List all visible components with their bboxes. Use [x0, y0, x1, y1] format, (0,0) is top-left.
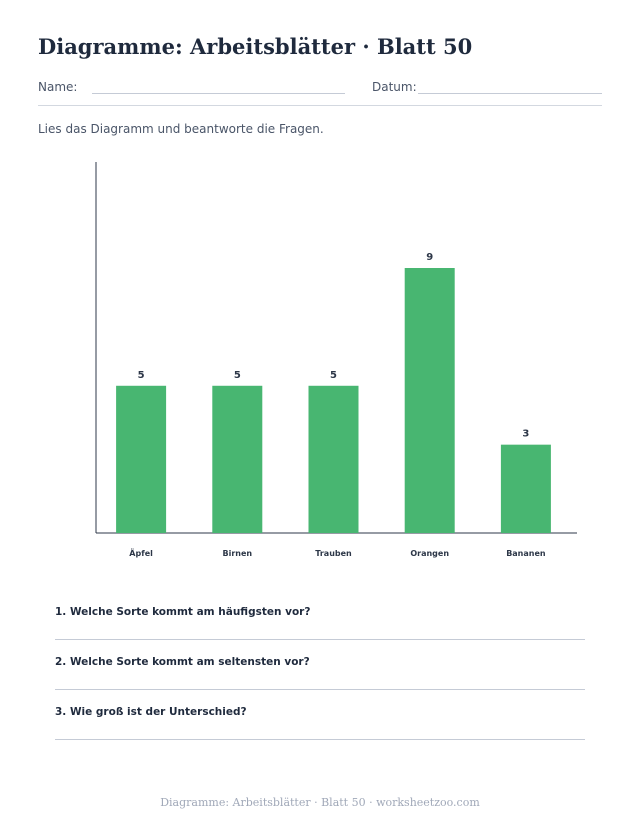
- category-label-1: Äpfel: [129, 548, 153, 558]
- bar-1: [116, 385, 167, 533]
- bar-2: [212, 385, 263, 533]
- name-date-row: Name: Datum:: [38, 80, 602, 100]
- bar-3: [308, 385, 359, 533]
- name-label: Name:: [38, 80, 78, 94]
- category-label-3: Trauben: [315, 549, 352, 558]
- question-3-text: 3. Wie groß ist der Unterschied?: [55, 706, 247, 718]
- worksheet-title: Diagramme: Arbeitsblätter · Blatt 50: [38, 34, 473, 59]
- bar-5: [500, 444, 551, 533]
- bar-value-label-4: 9: [426, 252, 433, 263]
- answer-line-3[interactable]: [55, 739, 585, 740]
- category-label-2: Birnen: [222, 549, 252, 558]
- answer-line-1[interactable]: [55, 639, 585, 640]
- footer-text: Diagramme: Arbeitsblätter · Blatt 50 · w…: [160, 796, 480, 809]
- date-label: Datum:: [372, 80, 417, 94]
- bar-value-label-2: 5: [234, 370, 241, 381]
- header-divider: [38, 105, 602, 106]
- bar-value-label-3: 5: [330, 370, 337, 381]
- question-1-text: 1. Welche Sorte kommt am häufigsten vor?: [55, 606, 311, 618]
- instruction-text: Lies das Diagramm und beantworte die Fra…: [38, 122, 324, 136]
- bar-4: [404, 268, 455, 533]
- category-label-5: Bananen: [506, 549, 546, 558]
- name-input-line[interactable]: [92, 93, 345, 94]
- question-2-text: 2. Welche Sorte kommt am seltensten vor?: [55, 656, 310, 668]
- bar-chart: 5 Äpfel 5 Birnen 5 Trauben 9 Orangen 3 Bananen: [95, 162, 577, 558]
- answer-line-2[interactable]: [55, 689, 585, 690]
- category-label-4: Orangen: [410, 549, 449, 558]
- bar-value-label-1: 5: [138, 370, 145, 381]
- date-input-line[interactable]: [418, 93, 602, 94]
- bars-group: 5 Äpfel 5 Birnen 5 Trauben 9 Orangen 3 Bananen: [116, 252, 551, 558]
- bar-value-label-5: 3: [522, 429, 529, 440]
